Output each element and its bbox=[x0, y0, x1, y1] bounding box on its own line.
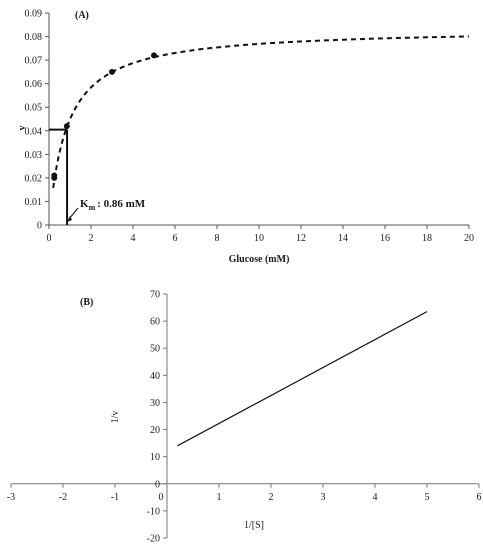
panel-a-y-tick-label: 0.08 bbox=[25, 32, 43, 43]
panel-b-x-tick-label: -3 bbox=[7, 492, 15, 503]
panel-a-x-tick-label: 0 bbox=[47, 233, 52, 244]
km-subscript: m bbox=[89, 203, 96, 212]
panel-b-title: (B) bbox=[80, 297, 93, 308]
panel-a-y-tick-label: 0.04 bbox=[25, 126, 43, 137]
panel-b-y-tick-label: -20 bbox=[147, 534, 160, 545]
panel-b-x-tick-label: 5 bbox=[425, 492, 430, 503]
panel-a-y-axis-label: v bbox=[17, 126, 28, 131]
panel-b-y-tick-label: -10 bbox=[147, 506, 160, 517]
panel-a-x-tick-label: 4 bbox=[131, 233, 136, 244]
km-annotation: Km: 0.86 mM bbox=[80, 198, 146, 212]
panel-a-data-point bbox=[51, 172, 58, 179]
panel-a-chart: (A) 0 0.01 0.02 0.03 0.04 0.05 0.06 0.07 0.08 0.0… bbox=[17, 9, 474, 266]
panel-a-y-tick-label: 0.05 bbox=[25, 103, 43, 114]
panel-b-y-axis-label: 1/v bbox=[110, 411, 121, 424]
panel-a-data-point bbox=[151, 52, 157, 59]
panel-a-x-tick-label: 2 bbox=[89, 233, 94, 244]
panel-b-y-tick-label: 20 bbox=[150, 425, 160, 436]
panel-a-fit-curve bbox=[52, 35, 470, 189]
panel-a-x-axis-label: Glucose (mM) bbox=[229, 254, 290, 265]
panel-a-data-point bbox=[109, 68, 115, 75]
panel-a-x-tick-label: 8 bbox=[215, 233, 220, 244]
panel-b-x-tick-label: 6 bbox=[477, 492, 482, 503]
panel-a-x-tick-label: 14 bbox=[338, 233, 348, 244]
km-arrow bbox=[67, 207, 79, 222]
panel-a-x-tick-label: 20 bbox=[464, 233, 474, 244]
panel-a-data-point bbox=[63, 123, 70, 130]
panel-b-x-axis-label: 1/[S] bbox=[244, 520, 264, 531]
panel-b-y-tick-label: 50 bbox=[150, 344, 160, 355]
km-symbol: K bbox=[80, 198, 89, 210]
panel-a-y-tick-label: 0.09 bbox=[25, 9, 43, 20]
panel-a-y-tick-label: 0.03 bbox=[25, 150, 43, 161]
panel-a-y-tick-label: 0.07 bbox=[25, 56, 43, 67]
panel-a-x-tick-label: 16 bbox=[380, 233, 390, 244]
panel-b-x-tick-label: 3 bbox=[321, 492, 326, 503]
panel-a-x-tick-label: 6 bbox=[173, 233, 178, 244]
panel-a-y-tick-label: 0 bbox=[37, 221, 42, 232]
panel-a-x-tick-label: 18 bbox=[422, 233, 432, 244]
panel-a-title: (A) bbox=[75, 10, 89, 21]
panel-b-x-tick-label: 4 bbox=[373, 492, 378, 503]
panel-b-y-tick-label: 60 bbox=[150, 317, 160, 328]
panel-b-x-tick-label: 1 bbox=[217, 492, 222, 503]
panel-a-y-tick-label: 0.02 bbox=[25, 173, 43, 184]
panel-b-y-tick-label: 70 bbox=[150, 290, 160, 301]
panel-b-series-line bbox=[177, 311, 428, 447]
km-value: : 0.86 mM bbox=[97, 198, 146, 210]
panel-a-x-tick-label: 12 bbox=[296, 233, 306, 244]
panel-b-y-tick-label: 10 bbox=[150, 452, 160, 463]
panel-b-y-tick-label: 30 bbox=[150, 398, 160, 409]
panel-a-y-tick-label: 0.06 bbox=[25, 79, 43, 90]
panel-a-y-tick-label: 0.01 bbox=[25, 197, 43, 208]
panel-b-x-tick-label: 2 bbox=[269, 492, 274, 503]
panel-b-x-tick-label: 0 bbox=[159, 492, 164, 503]
panel-a-x-tick-label: 10 bbox=[254, 233, 264, 244]
panel-b-y-tick-label: 0 bbox=[155, 479, 160, 490]
panel-b-x-tick-label: -1 bbox=[111, 492, 119, 503]
panel-b-x-tick-label: -2 bbox=[59, 492, 67, 503]
panel-b-y-tick-label: 40 bbox=[150, 371, 160, 382]
